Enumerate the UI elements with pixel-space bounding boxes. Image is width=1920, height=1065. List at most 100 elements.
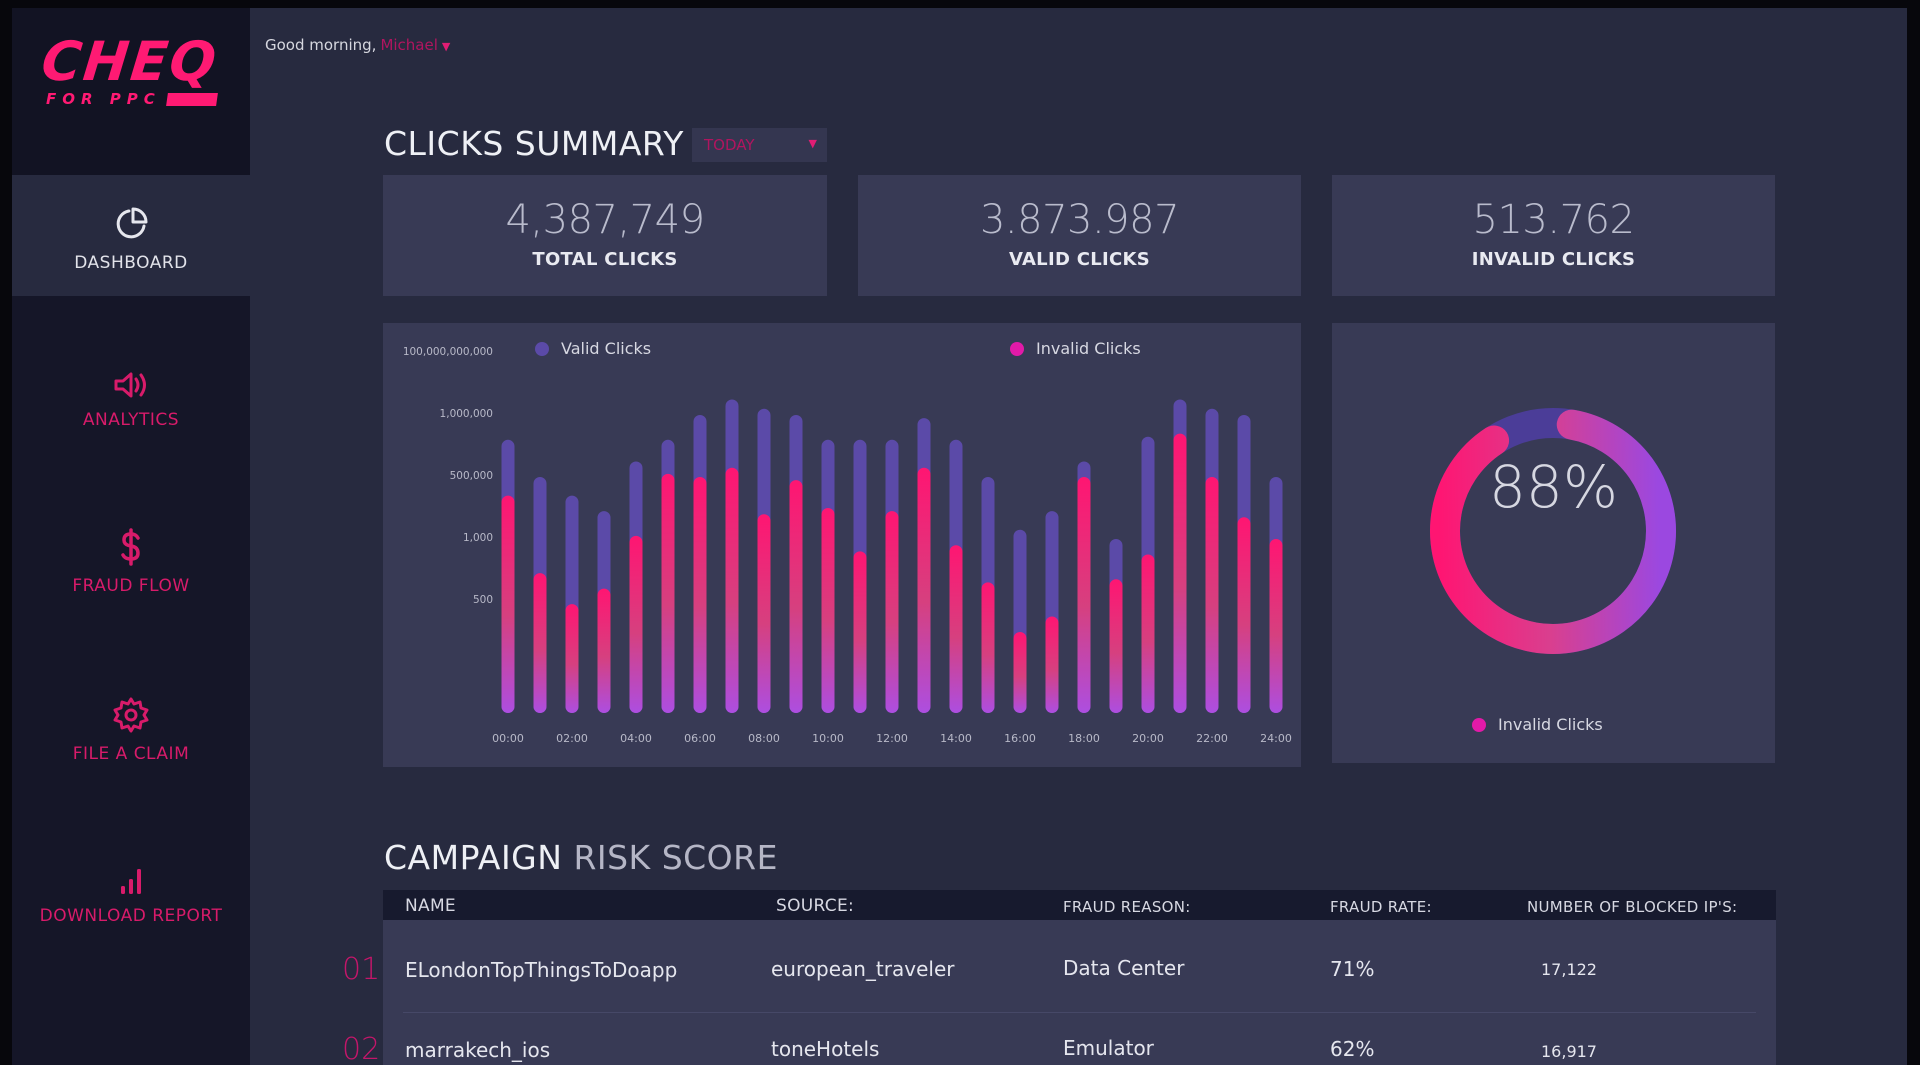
bar-chart-icon	[121, 869, 141, 894]
bar-invalid-clicks[interactable]	[565, 604, 579, 713]
title-light: RISK SCORE	[573, 838, 778, 877]
column-header-fraud-rate[interactable]: FRAUD RATE:	[1330, 898, 1432, 916]
campaign-table: ELondonTopThingsToDoapp european_travele…	[383, 920, 1776, 1065]
donut-slice-invalid-clicks[interactable]	[1428, 406, 1678, 656]
x-tick-label: 08:00	[748, 732, 780, 745]
bar-invalid-clicks[interactable]	[949, 545, 963, 713]
sidebar-item-label: DASHBOARD	[74, 253, 188, 273]
stat-value: 4,387,749	[505, 197, 705, 243]
donut-center-label: 88%	[1489, 453, 1618, 521]
speaker-icon	[114, 372, 146, 398]
legend-invalid-clicks: Invalid Clicks	[1010, 339, 1141, 358]
logo[interactable]: CHEQ FOR PPC	[12, 8, 250, 175]
y-tick-label: 1,000,000	[439, 408, 493, 420]
caret-down-icon[interactable]: ▼	[441, 40, 451, 53]
logo-bar-shape	[166, 93, 218, 106]
bar-invalid-clicks[interactable]	[693, 477, 707, 713]
bar-invalid-clicks[interactable]	[1141, 554, 1155, 714]
sidebar-item-dashboard[interactable]: DASHBOARD	[12, 175, 250, 296]
logo-wordmark: CHEQ	[38, 30, 221, 93]
x-tick-label: 20:00	[1132, 732, 1164, 745]
bar-invalid-clicks[interactable]	[501, 495, 515, 713]
bar-invalid-clicks[interactable]	[1173, 433, 1187, 713]
legend-dot-valid	[535, 341, 549, 356]
cell-blocked-ips: 16,917	[1541, 1042, 1597, 1061]
clicks-summary-title: CLICKS SUMMARY	[384, 124, 684, 163]
bar-invalid-clicks[interactable]	[1237, 517, 1251, 713]
user-menu[interactable]: Michael	[380, 36, 438, 54]
bar-invalid-clicks[interactable]	[1109, 579, 1123, 713]
column-header-blocked-ips[interactable]: NUMBER OF BLOCKED IP'S:	[1527, 898, 1738, 916]
sidebar-item-file-a-claim[interactable]: FILE A CLAIM	[12, 696, 250, 764]
bar-invalid-clicks[interactable]	[757, 514, 771, 713]
greeting: Good morning, Michael ▼	[265, 36, 450, 54]
bar-invalid-clicks[interactable]	[821, 508, 835, 713]
x-tick-label: 10:00	[812, 732, 844, 745]
column-header-name[interactable]: NAME	[405, 896, 456, 916]
dollar-icon	[121, 528, 140, 566]
stat-value: 513.762	[1472, 197, 1635, 243]
cell-blocked-ips: 17,122	[1541, 960, 1597, 979]
bar-invalid-clicks[interactable]	[725, 467, 739, 713]
stat-card-valid-clicks: 3.873.987 VALID CLICKS	[858, 175, 1301, 296]
x-tick-label: 14:00	[940, 732, 972, 745]
sidebar-item-fraud-flow[interactable]: FRAUD FLOW	[12, 528, 250, 596]
bar-invalid-clicks[interactable]	[533, 573, 547, 713]
period-dropdown[interactable]: TODAY ▼	[692, 128, 827, 162]
column-header-fraud-reason[interactable]: FRAUD REASON:	[1063, 898, 1191, 916]
cell-fraud-rate: 62%	[1330, 1037, 1375, 1061]
row-index: 01	[342, 952, 381, 987]
bar-invalid-clicks[interactable]	[853, 551, 867, 713]
x-tick-label: 04:00	[620, 732, 652, 745]
bar-invalid-clicks[interactable]	[1269, 539, 1283, 713]
sidebar-item-label: DOWNLOAD REPORT	[39, 906, 223, 926]
x-tick-label: 12:00	[876, 732, 908, 745]
legend-invalid-clicks-donut: Invalid Clicks	[1472, 715, 1603, 734]
stat-label: VALID CLICKS	[1008, 249, 1151, 270]
bar-invalid-clicks[interactable]	[1045, 616, 1059, 714]
column-header-source[interactable]: SOURCE:	[776, 896, 855, 916]
bar-invalid-clicks[interactable]	[917, 467, 931, 713]
sidebar-item-analytics[interactable]: ANALYTICS	[12, 370, 250, 430]
y-tick-label: 1,000	[462, 532, 493, 544]
gear-icon	[113, 697, 149, 733]
stat-value: 3.873.987	[979, 197, 1180, 243]
bar-invalid-clicks[interactable]	[885, 511, 899, 713]
period-dropdown-value: TODAY	[704, 136, 755, 154]
bar-invalid-clicks[interactable]	[629, 535, 643, 713]
bar-invalid-clicks[interactable]	[789, 480, 803, 713]
x-tick-label: 24:00	[1260, 732, 1292, 745]
x-tick-label: 16:00	[1004, 732, 1036, 745]
cell-source: european_traveler	[771, 957, 955, 981]
pie-chart-icon	[116, 207, 148, 239]
cell-fraud-reason: Emulator	[1063, 1036, 1154, 1060]
cell-source: toneHotels	[771, 1037, 880, 1061]
cell-name: ELondonTopThingsToDoapp	[405, 958, 678, 982]
sidebar-item-label: FRAUD FLOW	[72, 576, 190, 596]
stat-card-invalid-clicks: 513.762 INVALID CLICKS	[1332, 175, 1775, 296]
x-tick-label: 00:00	[492, 732, 524, 745]
clicks-bar-chart-panel: Valid Clicks Invalid Clicks 100,000,000,…	[383, 323, 1301, 767]
y-tick-label: 500	[472, 594, 493, 606]
greeting-text: Good morning,	[265, 36, 377, 54]
stat-card-total-clicks: 4,387,749 TOTAL CLICKS	[383, 175, 827, 296]
bar-invalid-clicks[interactable]	[1205, 477, 1219, 713]
bar-invalid-clicks[interactable]	[981, 582, 995, 713]
table-header: NAME SOURCE: FRAUD REASON: FRAUD RATE: N…	[383, 890, 1776, 920]
row-divider	[403, 1012, 1756, 1013]
y-tick-label: 100,000,000,000	[402, 346, 493, 358]
bar-invalid-clicks[interactable]	[597, 588, 611, 713]
bar-invalid-clicks[interactable]	[661, 473, 675, 713]
sidebar-item-download-report[interactable]: DOWNLOAD REPORT	[12, 866, 250, 926]
cell-fraud-reason: Data Center	[1063, 956, 1185, 980]
bar-invalid-clicks[interactable]	[1077, 477, 1091, 713]
bar-invalid-clicks[interactable]	[1013, 632, 1027, 713]
x-tick-label: 22:00	[1196, 732, 1228, 745]
row-index: 02	[342, 1032, 381, 1065]
sidebar-item-label: ANALYTICS	[82, 410, 180, 430]
x-tick-label: 06:00	[684, 732, 716, 745]
campaign-risk-title: CAMPAIGN RISK SCORE	[384, 838, 778, 877]
stat-label: TOTAL CLICKS	[532, 249, 678, 270]
legend-valid-clicks: Valid Clicks	[535, 339, 651, 358]
sidebar: CHEQ FOR PPC DASHBOARD ANALYTICS	[12, 8, 250, 1065]
